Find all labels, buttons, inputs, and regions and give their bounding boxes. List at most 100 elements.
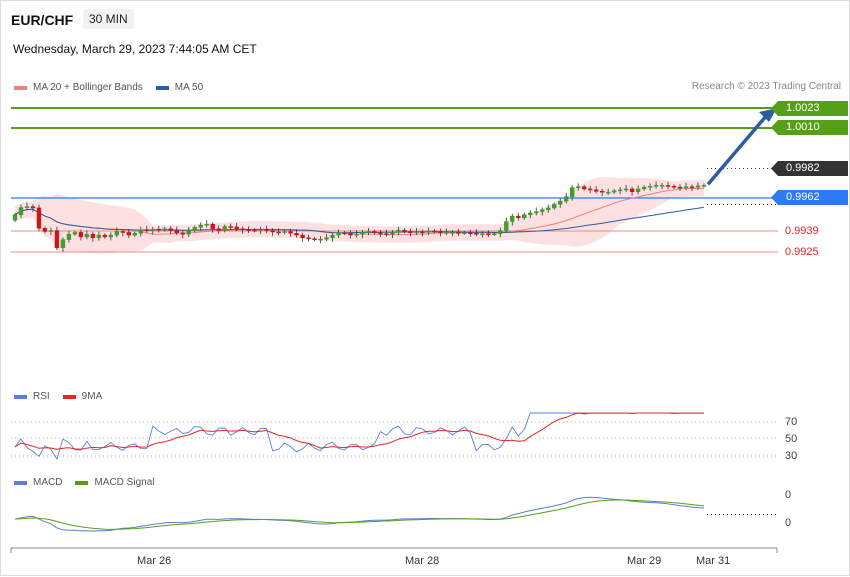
candle-body bbox=[126, 232, 132, 236]
candle-body bbox=[378, 232, 383, 235]
candle-body bbox=[186, 230, 191, 235]
candle-body bbox=[587, 188, 593, 191]
macd-signal-swatch bbox=[75, 480, 89, 485]
macd-line bbox=[14, 496, 705, 532]
candle-body bbox=[468, 232, 473, 235]
candle-body bbox=[474, 233, 479, 235]
candle-body bbox=[354, 233, 359, 236]
candle-body bbox=[132, 233, 138, 236]
rsi-legend: RSI 9MA bbox=[14, 391, 115, 402]
candle-body bbox=[653, 185, 659, 187]
candle-body bbox=[444, 232, 449, 234]
candle-body bbox=[360, 232, 365, 235]
candle-body bbox=[677, 186, 683, 189]
rsi-ma-swatch bbox=[62, 394, 76, 399]
candle-body bbox=[372, 231, 377, 234]
candle-body bbox=[42, 228, 48, 232]
candle-body bbox=[54, 230, 60, 249]
candle-body bbox=[540, 209, 545, 212]
candle-body bbox=[635, 188, 641, 192]
candle-body bbox=[18, 207, 24, 215]
support-2-label: 0.9925 bbox=[785, 246, 819, 258]
candle-body bbox=[270, 230, 275, 233]
candle-body bbox=[575, 186, 581, 188]
bollinger-band bbox=[15, 177, 704, 254]
candle-body bbox=[504, 221, 509, 231]
candle-body bbox=[390, 232, 395, 235]
macd-legend: MACD MACD Signal bbox=[14, 477, 167, 488]
candle-body bbox=[564, 196, 569, 202]
candle-body bbox=[48, 230, 54, 232]
candle-body bbox=[605, 191, 611, 194]
x-label-mar29: Mar 29 bbox=[627, 555, 662, 567]
candle-body bbox=[581, 186, 587, 190]
candle-body bbox=[480, 233, 485, 235]
ma50-line bbox=[14, 206, 705, 234]
candle-body bbox=[342, 232, 347, 235]
candle-body bbox=[629, 188, 635, 192]
macd-swatch bbox=[14, 480, 27, 485]
candle-body bbox=[102, 234, 108, 238]
candle-body bbox=[144, 229, 150, 231]
x-label-mar31: Mar 31 bbox=[696, 555, 731, 567]
candle-body bbox=[498, 230, 503, 234]
candle-body bbox=[216, 228, 221, 231]
last-price-tag: 0.9982 bbox=[778, 161, 848, 176]
candle-body bbox=[66, 233, 72, 240]
instrument-title: EUR/CHF bbox=[11, 12, 74, 28]
candle-body bbox=[222, 226, 227, 231]
projection-arrowhead bbox=[759, 108, 777, 122]
candle-body bbox=[108, 234, 114, 238]
candle-body bbox=[426, 230, 431, 233]
macd-signal-legend-label: MACD Signal bbox=[94, 477, 155, 488]
candle-body bbox=[306, 237, 311, 240]
projection-arrow bbox=[706, 113, 769, 186]
macd-signal-line bbox=[14, 499, 705, 530]
candle-body bbox=[647, 185, 653, 188]
candle-body bbox=[324, 237, 329, 240]
candle-body bbox=[120, 231, 126, 233]
candle-body bbox=[258, 229, 263, 231]
candle-body bbox=[234, 226, 239, 230]
candle-body bbox=[300, 234, 305, 239]
rsi-level-70: 70 bbox=[785, 416, 798, 428]
candle-body bbox=[546, 207, 551, 211]
candle-body bbox=[366, 231, 371, 233]
candle-body bbox=[336, 232, 341, 236]
candle-body bbox=[24, 206, 30, 208]
candle-body bbox=[623, 188, 629, 191]
candle-body bbox=[384, 233, 389, 235]
candle-body bbox=[528, 212, 533, 215]
candle-body bbox=[138, 229, 144, 234]
macd-legend-label: MACD bbox=[33, 477, 63, 488]
candle-body bbox=[276, 231, 281, 234]
candle-body bbox=[641, 186, 647, 190]
candle-body bbox=[294, 233, 299, 236]
candle-body bbox=[402, 229, 407, 232]
candle-body bbox=[408, 231, 413, 234]
candle-body bbox=[492, 233, 497, 235]
candle-body bbox=[617, 189, 623, 192]
candle-body bbox=[12, 214, 18, 221]
candle-body bbox=[396, 229, 401, 233]
candle-body bbox=[348, 233, 353, 236]
rsi-ma-line bbox=[14, 412, 704, 450]
candle-body bbox=[84, 233, 90, 238]
candle-body bbox=[162, 228, 167, 231]
candle-body bbox=[552, 204, 557, 209]
candle-body bbox=[558, 200, 563, 205]
candle-body bbox=[438, 231, 443, 234]
candle-body bbox=[432, 230, 437, 233]
candle-body bbox=[534, 211, 539, 214]
candle-body bbox=[611, 190, 617, 193]
candle-body bbox=[240, 228, 245, 231]
macd-level-lower: 0 bbox=[785, 517, 792, 529]
resistance-2-pointer bbox=[771, 101, 778, 116]
candle-body bbox=[192, 227, 197, 231]
candle-body bbox=[282, 231, 287, 233]
last-price-pointer bbox=[771, 161, 778, 176]
timeframe-badge[interactable]: 30 MIN bbox=[83, 9, 134, 29]
candle-body bbox=[414, 231, 419, 234]
